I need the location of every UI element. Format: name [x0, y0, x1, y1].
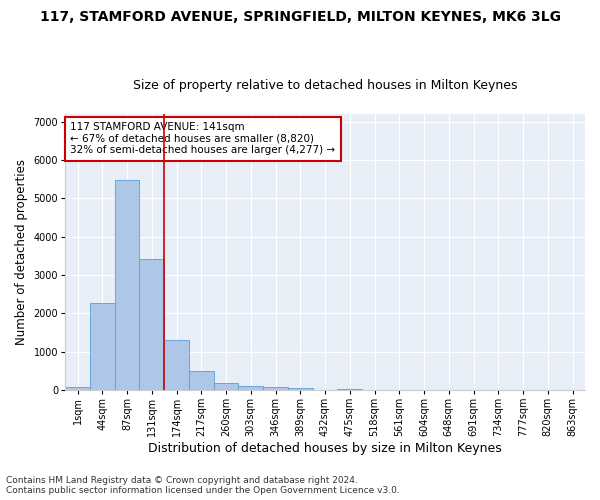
Bar	[90, 302, 115, 390]
Bar	[164, 340, 189, 390]
Bar	[337, 388, 362, 390]
Bar	[115, 180, 139, 390]
Bar	[214, 382, 238, 390]
Text: 117 STAMFORD AVENUE: 141sqm
← 67% of detached houses are smaller (8,820)
32% of : 117 STAMFORD AVENUE: 141sqm ← 67% of det…	[70, 122, 335, 156]
Bar	[65, 387, 90, 390]
Bar	[288, 388, 313, 390]
X-axis label: Distribution of detached houses by size in Milton Keynes: Distribution of detached houses by size …	[148, 442, 502, 455]
Title: Size of property relative to detached houses in Milton Keynes: Size of property relative to detached ho…	[133, 79, 517, 92]
Text: 117, STAMFORD AVENUE, SPRINGFIELD, MILTON KEYNES, MK6 3LG: 117, STAMFORD AVENUE, SPRINGFIELD, MILTO…	[40, 10, 560, 24]
Y-axis label: Number of detached properties: Number of detached properties	[15, 159, 28, 345]
Bar	[189, 371, 214, 390]
Text: Contains HM Land Registry data © Crown copyright and database right 2024.
Contai: Contains HM Land Registry data © Crown c…	[6, 476, 400, 495]
Bar	[263, 387, 288, 390]
Bar	[238, 386, 263, 390]
Bar	[139, 259, 164, 390]
